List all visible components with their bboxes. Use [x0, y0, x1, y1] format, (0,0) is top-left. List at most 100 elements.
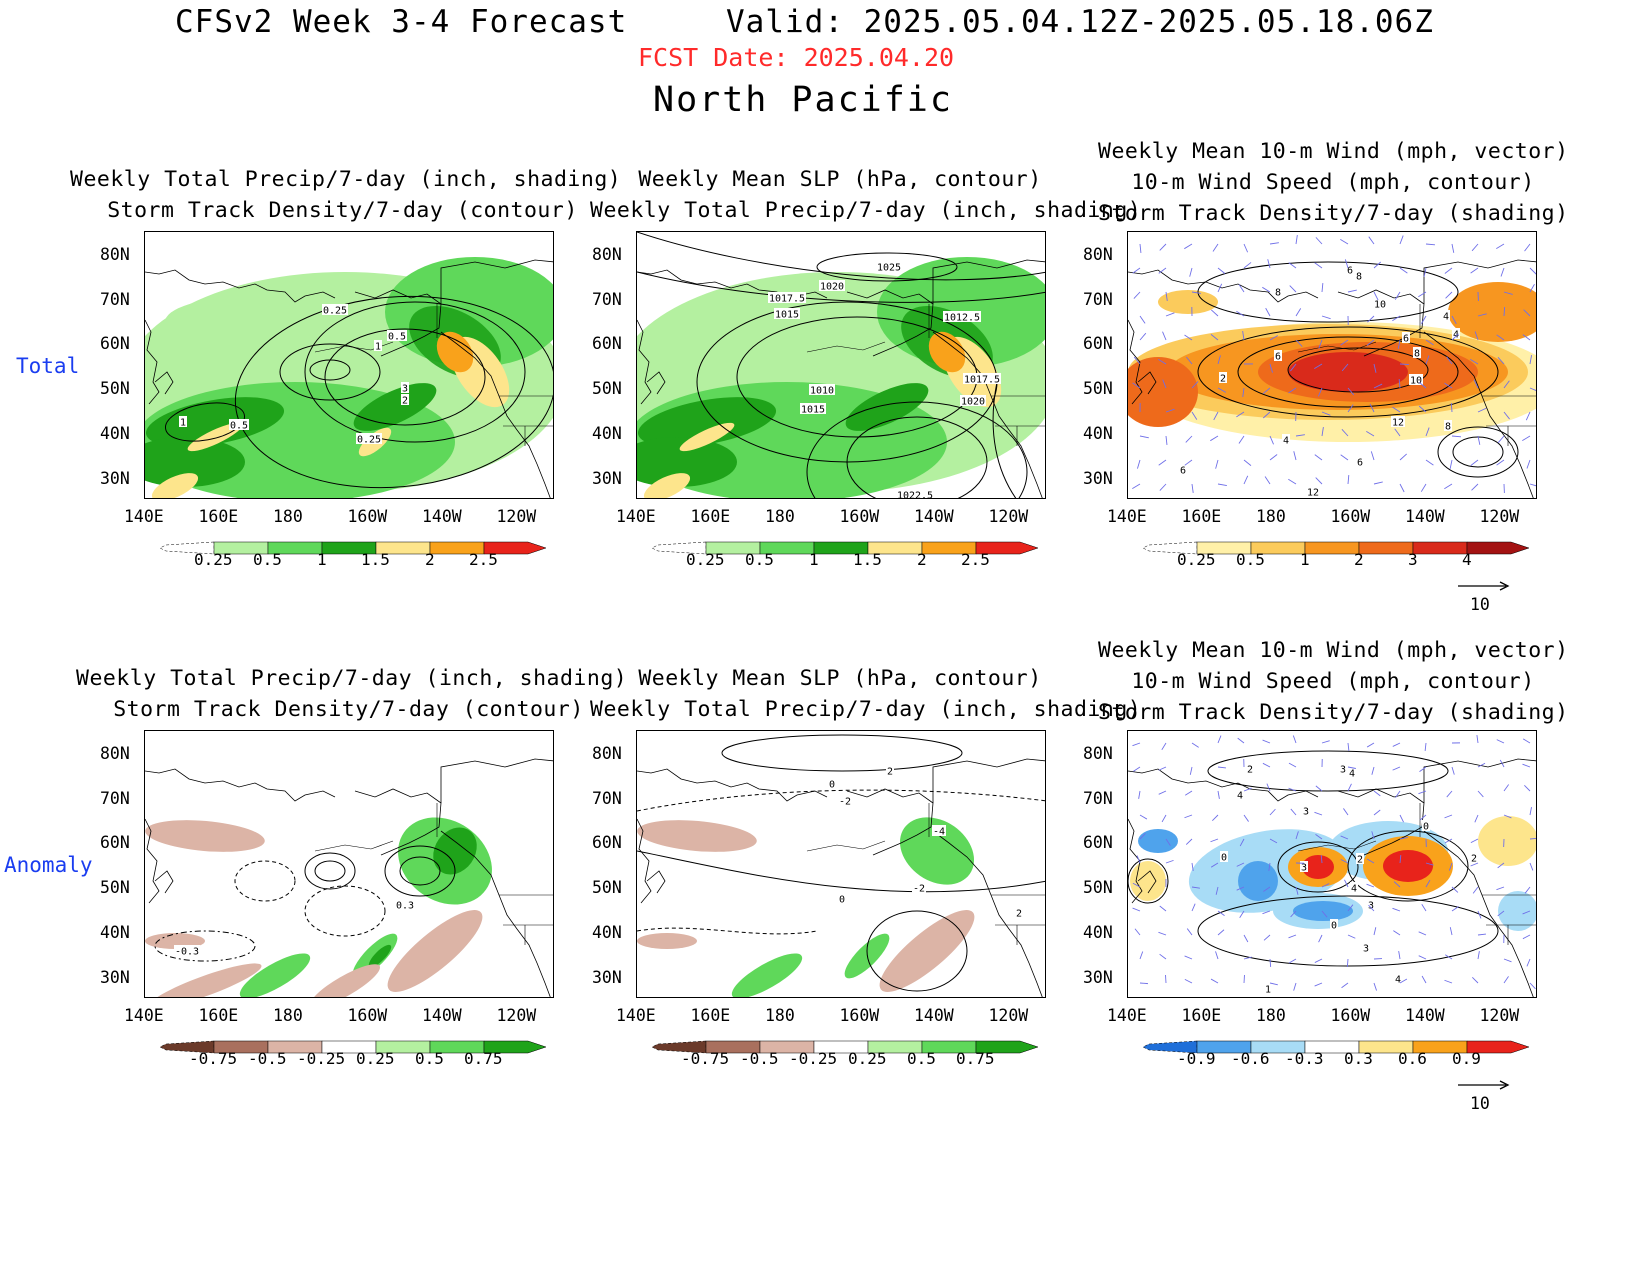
colorbar-label: 0.5	[1236, 550, 1265, 569]
lat-tick: 50N	[1083, 878, 1113, 898]
lon-tick: 180	[765, 507, 795, 526]
lat-tick: 60N	[592, 833, 622, 853]
coastline-west-america	[440, 331, 551, 498]
colorbar-label: 0.5	[253, 550, 282, 569]
panel2-total-title: Weekly Mean SLP (hPa, contour) Weekly Tot…	[590, 167, 1142, 223]
political-borders	[1482, 894, 1536, 945]
lon-tick: 160E	[690, 507, 731, 526]
lon-tick: 140E	[616, 1006, 656, 1025]
lat-tick: 70N	[1083, 289, 1113, 309]
contour-label: 0.5	[387, 330, 407, 343]
svg-text:4: 4	[1443, 312, 1449, 323]
contour-label: 1010	[809, 384, 835, 397]
lon-tick: 180	[765, 1006, 795, 1025]
coastline-west-america	[932, 830, 1043, 997]
lon-tick: 140E	[1107, 1006, 1147, 1025]
lat-tick: 50N	[592, 878, 622, 898]
lon-tick: 120W	[496, 507, 537, 526]
contour-line	[1287, 347, 1429, 393]
colorbar-label: 0.25	[1177, 550, 1216, 569]
contour-line	[1197, 261, 1459, 323]
lat-tick: 60N	[1083, 833, 1113, 853]
lat-tick: 40N	[592, 922, 622, 942]
contour-label: 3	[1362, 942, 1370, 955]
lat-tick: 50N	[100, 379, 130, 399]
svg-text:1: 1	[375, 342, 381, 353]
coastline-asia	[646, 870, 666, 894]
lat-tick: 30N	[592, 967, 622, 987]
lat-tick: 60N	[100, 833, 130, 853]
shade-area	[1302, 855, 1334, 879]
contour-line	[1197, 895, 1499, 967]
shade-area	[845, 383, 929, 431]
colorbar	[1143, 541, 1530, 555]
map-precip-track-anomaly: 0.3 -0.3	[144, 730, 554, 998]
svg-text:-0.3: -0.3	[175, 947, 199, 958]
contour-label: 4	[1282, 434, 1290, 447]
shade-area	[1238, 861, 1278, 901]
svg-text:4: 4	[1453, 330, 1459, 341]
lon-tick: 140W	[1405, 1006, 1445, 1025]
contour-label: 0	[1330, 919, 1338, 932]
svg-text:1010: 1010	[810, 386, 834, 397]
panel3-anom-title: Weekly Mean 10-m Wind (mph, vector) 10-m …	[1098, 638, 1569, 725]
contour-label: 1017.5	[768, 292, 806, 305]
contour-line	[1452, 436, 1504, 468]
contour-label: 0.25	[322, 304, 348, 317]
colorbar-label: -0.25	[297, 1049, 346, 1068]
coastline-canada-north	[932, 259, 1045, 304]
political-borders	[499, 395, 553, 446]
lon-tick: 160W	[839, 1006, 880, 1025]
coastline-siberia	[145, 269, 336, 303]
colorbar-label: 1.5	[853, 550, 882, 569]
colorbar-label: 0.5	[907, 1049, 936, 1068]
svg-text:-2: -2	[839, 797, 851, 808]
colorbar-label: 4	[1462, 550, 1472, 569]
contour-line	[806, 401, 1028, 498]
svg-text:4: 4	[1351, 884, 1357, 895]
contour-label: 4	[1350, 882, 1358, 895]
lon-tick: 140W	[1405, 507, 1445, 526]
panel3-total-title: Weekly Mean 10-m Wind (mph, vector) 10-m …	[1098, 139, 1569, 226]
lon-tick: 120W	[988, 507, 1029, 526]
contour-label: 0	[1220, 851, 1228, 864]
contour-label: 1025	[876, 261, 902, 274]
lon-tick: 160W	[1330, 1006, 1371, 1025]
shade-area	[637, 397, 777, 447]
lon-tick: 160E	[1181, 507, 1222, 526]
coastline-kamchatka	[637, 818, 652, 904]
contour-label: 12	[1306, 486, 1320, 498]
svg-text:1022.5: 1022.5	[897, 491, 933, 500]
shade-area	[1478, 816, 1536, 866]
colorbar	[1143, 1040, 1530, 1054]
colorbar-label: 0.75	[956, 1049, 995, 1068]
contour-line	[637, 927, 818, 935]
coastline-asia	[1137, 371, 1157, 395]
shade-area	[1293, 901, 1353, 921]
contour-label: 1	[1264, 983, 1272, 996]
shade-area	[387, 910, 483, 992]
shade-area	[643, 473, 691, 498]
contour-line	[1437, 426, 1519, 478]
lat-tick: 50N	[100, 878, 130, 898]
shade-area	[1288, 352, 1408, 392]
contour-line	[992, 381, 1017, 498]
contour-label: 4	[1452, 328, 1460, 341]
contour-label: 1020	[960, 395, 986, 408]
lat-tick: 60N	[1083, 334, 1113, 354]
coastline-canada-north	[1423, 259, 1536, 304]
shade-area	[145, 437, 245, 487]
svg-text:0: 0	[839, 895, 845, 906]
svg-text:1015: 1015	[775, 310, 799, 321]
panel1-total-title: Weekly Total Precip/7-day (inch, shading…	[70, 167, 622, 223]
contour-label: 2	[1219, 372, 1227, 385]
lon-tick: 180	[273, 1006, 303, 1025]
shade-area	[1498, 891, 1536, 931]
svg-text:0.5: 0.5	[388, 332, 406, 343]
shade-area	[145, 397, 285, 447]
coastline-west-america	[440, 830, 551, 997]
contour-line	[304, 885, 386, 937]
lat-tick: 40N	[1083, 423, 1113, 443]
colorbar	[160, 1040, 547, 1054]
contour-label: 3	[401, 382, 409, 395]
